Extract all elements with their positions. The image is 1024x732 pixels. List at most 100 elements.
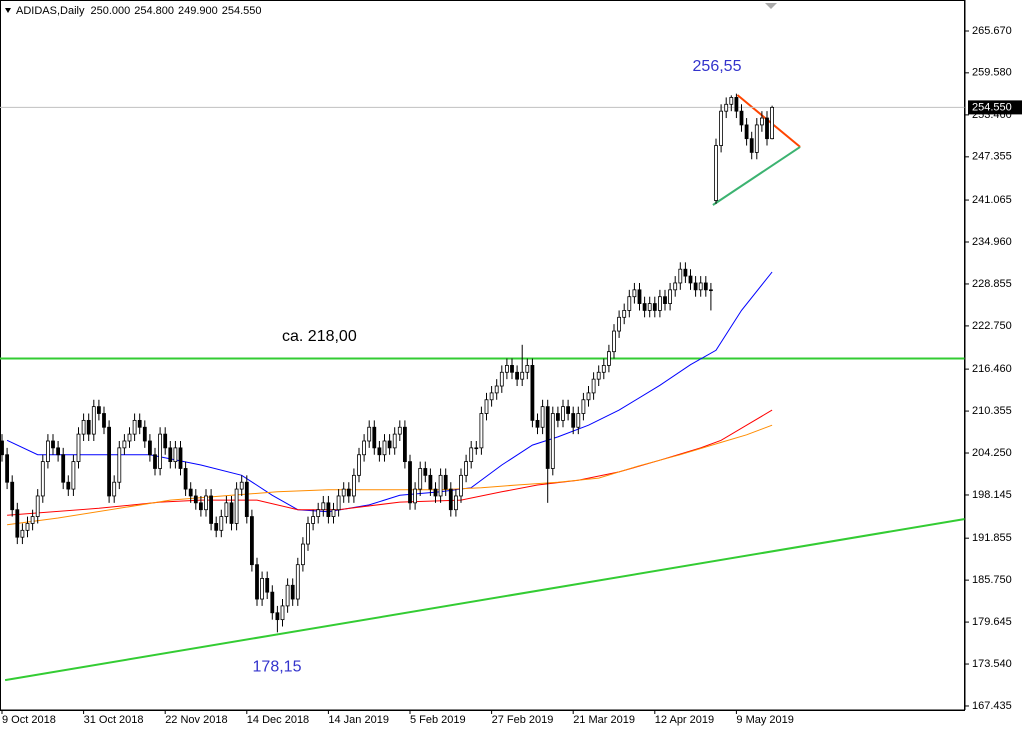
- candle-body: [601, 365, 606, 373]
- candle-body: [193, 495, 198, 504]
- candle-body: [423, 468, 428, 476]
- candle-body: [484, 399, 489, 414]
- candle-body: [51, 440, 55, 449]
- candle-body: [35, 495, 40, 517]
- candle-body: [97, 406, 101, 414]
- candle-body: [362, 440, 367, 456]
- candle-body: [433, 488, 438, 497]
- candle-body: [153, 454, 157, 469]
- candle-body: [372, 426, 377, 449]
- plot-area: [0, 93, 966, 682]
- last-price-label: 254.550: [972, 101, 1012, 113]
- shift-marker: [765, 3, 777, 9]
- candle-body: [525, 365, 530, 373]
- candle-body: [556, 413, 560, 421]
- candle-body: [469, 447, 474, 463]
- candle-body: [479, 413, 484, 449]
- candle-body: [540, 406, 545, 428]
- candle-body: [300, 543, 305, 566]
- candle-body: [382, 440, 387, 456]
- candle-body: [678, 268, 683, 284]
- candle-body: [137, 419, 142, 428]
- candle-body: [316, 509, 321, 517]
- candle-body: [402, 426, 407, 463]
- candle-body: [25, 523, 30, 531]
- candle-body: [107, 426, 111, 497]
- candle-body: [622, 310, 627, 318]
- level-label: ca. 218,00: [282, 328, 357, 345]
- candle-body: [341, 488, 346, 497]
- candle-body: [387, 440, 392, 449]
- candle-body: [224, 502, 229, 517]
- trendline: [4, 518, 966, 682]
- candle-body: [357, 454, 361, 476]
- candle-body: [321, 502, 326, 511]
- trendline: [712, 146, 801, 206]
- y-tick-label: 265.670: [972, 25, 1012, 37]
- candle-body: [668, 289, 672, 304]
- candle-body: [112, 481, 117, 497]
- candle-body: [530, 365, 535, 421]
- candle-body: [163, 433, 168, 449]
- candle-body: [627, 296, 632, 311]
- y-tick-label: 247.355: [972, 151, 1012, 163]
- candle-body: [198, 502, 203, 511]
- candle-body: [617, 316, 621, 332]
- candle-body: [336, 495, 341, 511]
- candle-body: [249, 516, 254, 566]
- candle-body: [86, 419, 91, 435]
- candle-body: [739, 110, 744, 126]
- candle-body: [658, 296, 662, 311]
- y-tick-label: 210.355: [972, 405, 1012, 417]
- x-tick-label: 14 Dec 2018: [247, 714, 309, 726]
- candle-body: [158, 433, 163, 469]
- candle-body: [520, 371, 525, 380]
- candle-body: [122, 440, 127, 449]
- y-tick-label: 241.065: [972, 194, 1012, 206]
- candle-body: [147, 440, 152, 456]
- candle-body: [703, 282, 708, 291]
- candle-body: [683, 268, 688, 277]
- collapse-icon[interactable]: [5, 8, 11, 13]
- candle-body: [219, 516, 224, 531]
- candle-body: [693, 282, 698, 291]
- candle-body: [673, 282, 678, 291]
- last-price-box: [968, 100, 1022, 115]
- candle-body: [535, 419, 540, 428]
- candle-body: [744, 124, 749, 140]
- x-tick-label: 12 Apr 2019: [655, 714, 714, 726]
- candle-body: [591, 378, 596, 394]
- ohlc-low: 249.900: [178, 5, 218, 17]
- candle-body: [183, 468, 188, 490]
- candle-body: [275, 612, 280, 621]
- y-tick-label: 179.645: [972, 616, 1012, 628]
- candle-body: [40, 461, 45, 497]
- candle-body: [46, 440, 50, 463]
- annotation: 256,55: [693, 58, 742, 75]
- candle-body: [132, 419, 137, 435]
- candle-body: [255, 564, 259, 600]
- candle-body: [61, 454, 66, 483]
- candle-body: [178, 447, 183, 469]
- candle-body: [306, 523, 310, 545]
- y-tick-label: 228.855: [972, 278, 1012, 290]
- candle-body: [464, 461, 469, 476]
- candle-body: [607, 351, 611, 366]
- candle-body: [30, 516, 35, 524]
- y-tick-label: 222.750: [972, 320, 1012, 332]
- symbol: ADIDAS,Daily: [16, 5, 85, 17]
- x-tick-label: 27 Feb 2019: [492, 714, 554, 726]
- candle-body: [15, 509, 20, 538]
- candle-body: [5, 454, 9, 483]
- candle-body: [494, 385, 499, 394]
- plot-frame: [0, 0, 965, 711]
- candle-body: [295, 564, 300, 600]
- x-tick-label: 14 Jan 2019: [328, 714, 389, 726]
- candle-body: [749, 138, 754, 153]
- candle-body: [234, 488, 239, 524]
- candle-body: [280, 605, 285, 621]
- candle-body: [214, 523, 219, 531]
- candle-body: [770, 106, 774, 140]
- candle-body: [81, 419, 86, 435]
- candle-body: [571, 413, 576, 428]
